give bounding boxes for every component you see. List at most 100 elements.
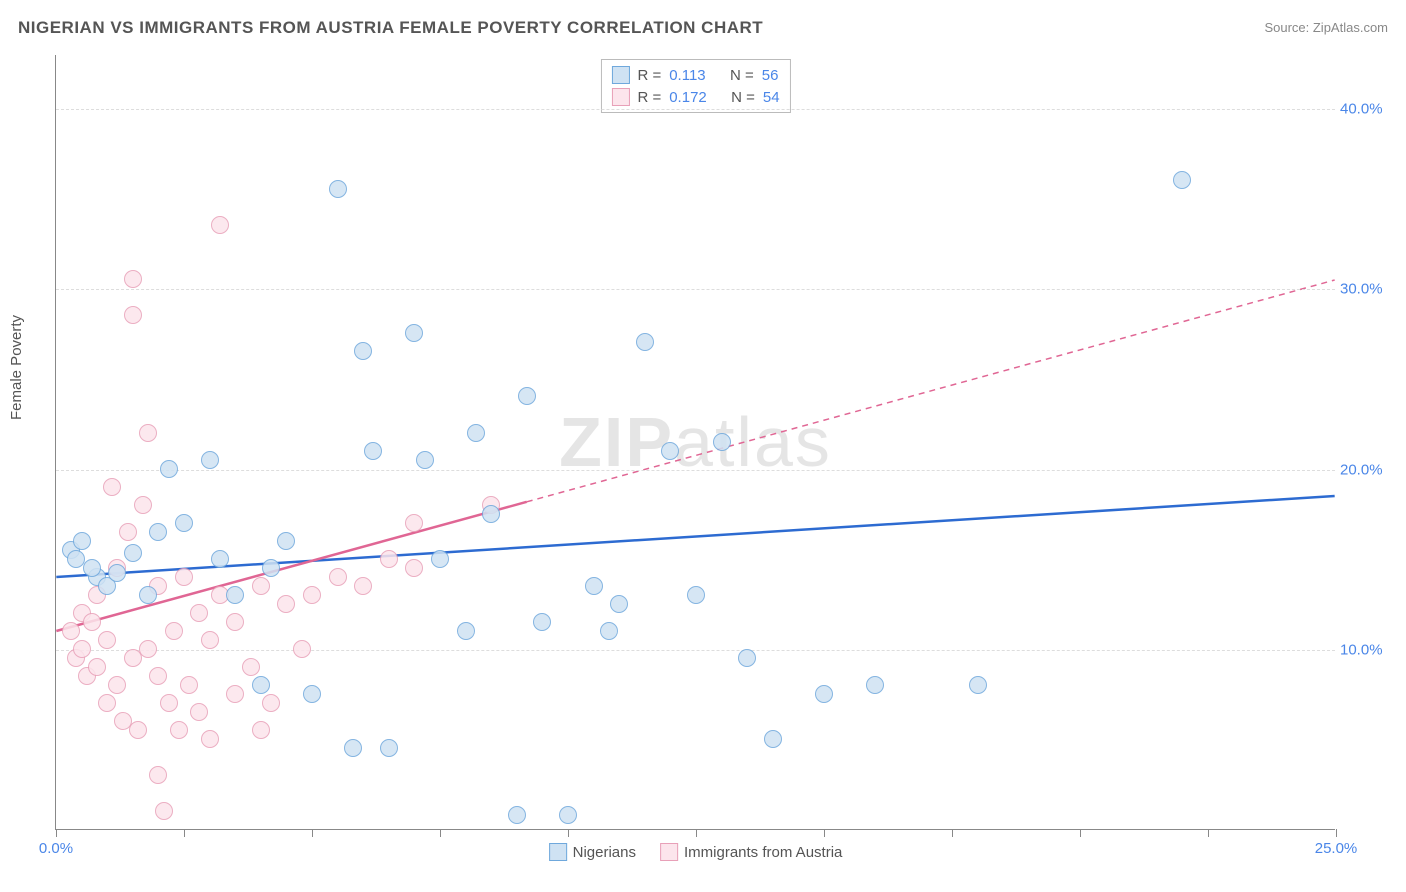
- scatter-point: [416, 451, 434, 469]
- correlation-stats-box: R = 0.113 N = 56 R = 0.172 N = 54: [600, 59, 790, 113]
- scatter-point: [252, 577, 270, 595]
- scatter-point: [738, 649, 756, 667]
- scatter-point: [431, 550, 449, 568]
- scatter-point: [180, 676, 198, 694]
- scatter-point: [252, 721, 270, 739]
- scatter-point: [98, 631, 116, 649]
- scatter-point: [585, 577, 603, 595]
- scatter-point: [262, 559, 280, 577]
- scatter-point: [160, 694, 178, 712]
- gridline-h: [56, 289, 1335, 290]
- scatter-point: [482, 505, 500, 523]
- scatter-point: [293, 640, 311, 658]
- gridline-h: [56, 470, 1335, 471]
- scatter-point: [155, 802, 173, 820]
- scatter-point: [98, 694, 116, 712]
- scatter-point: [88, 658, 106, 676]
- ytick-label: 10.0%: [1340, 641, 1390, 658]
- scatter-point: [636, 333, 654, 351]
- scatter-point: [242, 658, 260, 676]
- scatter-point: [380, 739, 398, 757]
- stats-row-series-0: R = 0.113 N = 56: [611, 64, 779, 86]
- scatter-point: [211, 550, 229, 568]
- chart-container: NIGERIAN VS IMMIGRANTS FROM AUSTRIA FEMA…: [0, 0, 1406, 892]
- bottom-legend: Nigerians Immigrants from Austria: [549, 843, 843, 861]
- scatter-point: [405, 324, 423, 342]
- scatter-point: [149, 766, 167, 784]
- xtick: [1208, 829, 1209, 837]
- xtick: [952, 829, 953, 837]
- scatter-point: [329, 568, 347, 586]
- scatter-point: [661, 442, 679, 460]
- scatter-point: [190, 604, 208, 622]
- scatter-point: [108, 564, 126, 582]
- scatter-point: [303, 586, 321, 604]
- scatter-point: [354, 342, 372, 360]
- scatter-point: [457, 622, 475, 640]
- scatter-point: [559, 806, 577, 824]
- plot-area: ZIPatlas R = 0.113 N = 56 R = 0.172 N = …: [55, 55, 1335, 830]
- scatter-point: [226, 685, 244, 703]
- scatter-point: [139, 424, 157, 442]
- xtick: [440, 829, 441, 837]
- scatter-point: [119, 523, 137, 541]
- scatter-point: [380, 550, 398, 568]
- scatter-point: [329, 180, 347, 198]
- scatter-point: [354, 577, 372, 595]
- xtick: [696, 829, 697, 837]
- scatter-point: [518, 387, 536, 405]
- scatter-point: [610, 595, 628, 613]
- scatter-point: [405, 559, 423, 577]
- r-label: R =: [637, 67, 661, 84]
- xtick: [568, 829, 569, 837]
- scatter-point: [201, 451, 219, 469]
- legend-item-series-0: Nigerians: [549, 843, 636, 861]
- scatter-point: [165, 622, 183, 640]
- scatter-point: [139, 640, 157, 658]
- scatter-point: [190, 703, 208, 721]
- scatter-point: [134, 496, 152, 514]
- xtick: [184, 829, 185, 837]
- r-label: R =: [637, 89, 661, 106]
- series-0-swatch: [611, 66, 629, 84]
- xtick: [1336, 829, 1337, 837]
- series-1-r-value: 0.172: [669, 89, 707, 106]
- scatter-point: [405, 514, 423, 532]
- scatter-point: [344, 739, 362, 757]
- scatter-point: [533, 613, 551, 631]
- scatter-point: [124, 306, 142, 324]
- scatter-point: [1173, 171, 1191, 189]
- legend-swatch-1: [660, 843, 678, 861]
- source-attribution: Source: ZipAtlas.com: [1264, 20, 1388, 35]
- scatter-point: [713, 433, 731, 451]
- scatter-point: [600, 622, 618, 640]
- gridline-h: [56, 109, 1335, 110]
- scatter-point: [170, 721, 188, 739]
- chart-title: NIGERIAN VS IMMIGRANTS FROM AUSTRIA FEMA…: [18, 18, 763, 38]
- y-axis-label: Female Poverty: [8, 315, 25, 420]
- legend-item-series-1: Immigrants from Austria: [660, 843, 842, 861]
- trendlines-svg: [56, 55, 1335, 829]
- n-label: N =: [730, 67, 754, 84]
- scatter-point: [124, 270, 142, 288]
- scatter-point: [201, 631, 219, 649]
- scatter-point: [160, 460, 178, 478]
- gridline-h: [56, 650, 1335, 651]
- legend-label-0: Nigerians: [573, 844, 636, 861]
- scatter-point: [124, 544, 142, 562]
- xtick: [1080, 829, 1081, 837]
- scatter-point: [129, 721, 147, 739]
- scatter-point: [149, 523, 167, 541]
- xtick: [312, 829, 313, 837]
- xtick-label: 25.0%: [1315, 840, 1358, 857]
- scatter-point: [866, 676, 884, 694]
- legend-label-1: Immigrants from Austria: [684, 844, 842, 861]
- scatter-point: [277, 532, 295, 550]
- xtick: [56, 829, 57, 837]
- scatter-point: [201, 730, 219, 748]
- scatter-point: [175, 514, 193, 532]
- scatter-point: [175, 568, 193, 586]
- scatter-point: [467, 424, 485, 442]
- xtick-label: 0.0%: [39, 840, 73, 857]
- ytick-label: 20.0%: [1340, 461, 1390, 478]
